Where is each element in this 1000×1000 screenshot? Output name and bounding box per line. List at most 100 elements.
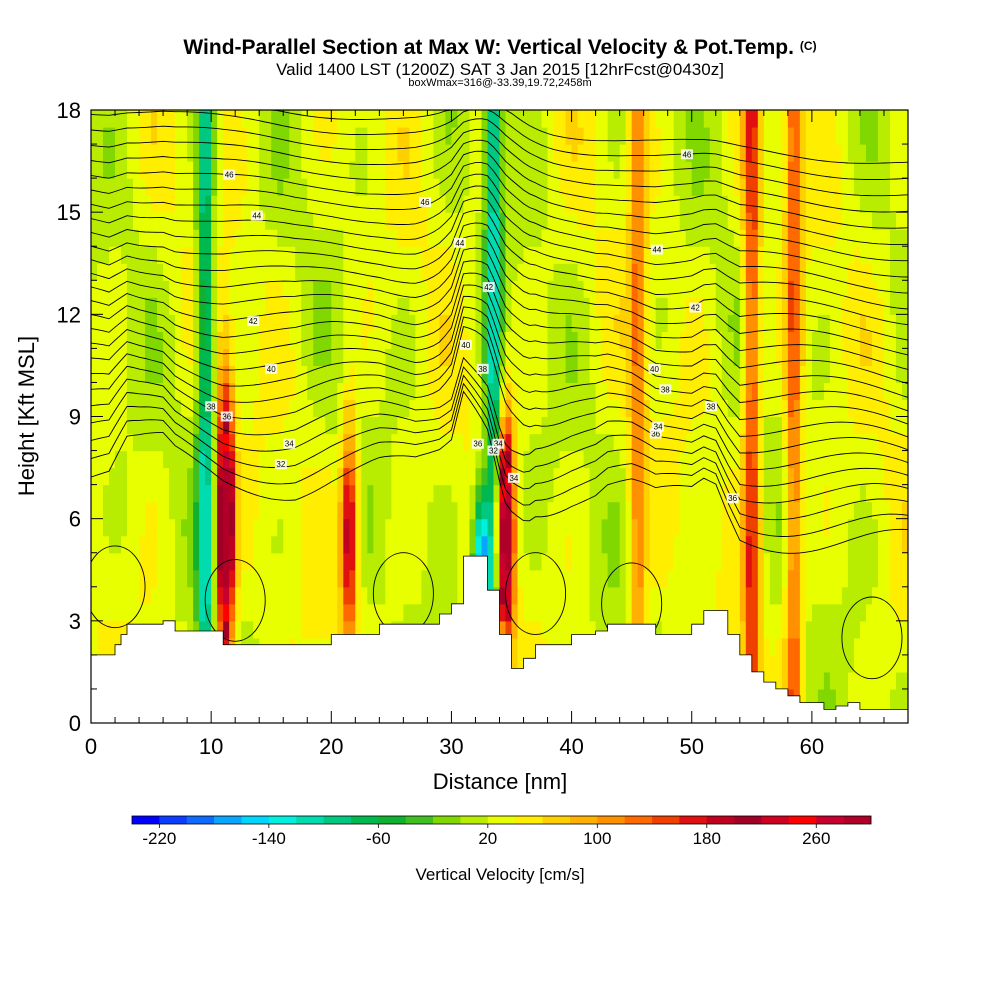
- field-cell: [895, 365, 903, 384]
- field-cell: [847, 654, 855, 673]
- field-cell: [523, 263, 531, 281]
- field-cell: [403, 348, 410, 367]
- field-cell: [139, 603, 146, 622]
- field-cell: [667, 280, 675, 298]
- field-cell: [877, 586, 885, 605]
- field-cell: [697, 501, 705, 520]
- field-cell: [763, 110, 771, 128]
- field-cell: [727, 433, 735, 452]
- field-cell: [409, 314, 416, 332]
- field-cell: [613, 229, 621, 247]
- field-cell: [187, 382, 194, 401]
- field-cell: [223, 263, 230, 281]
- field-cell: [601, 348, 609, 367]
- field-cell: [217, 365, 224, 384]
- field-cell: [193, 382, 200, 401]
- field-cell: [577, 314, 585, 332]
- field-cell: [475, 382, 483, 401]
- field-cell: [367, 620, 374, 639]
- field-cell: [769, 501, 777, 520]
- field-cell: [781, 280, 789, 298]
- field-cell: [409, 212, 416, 230]
- field-cell: [577, 416, 585, 435]
- field-cell: [799, 314, 807, 332]
- field-cell: [763, 365, 771, 384]
- field-cell: [901, 195, 908, 213]
- field-cell: [799, 399, 807, 418]
- field-cell: [841, 365, 849, 384]
- field-cell: [319, 552, 326, 571]
- field-cell: [775, 229, 783, 247]
- field-cell: [901, 416, 908, 435]
- field-cell: [301, 246, 308, 264]
- field-cell: [805, 569, 813, 588]
- field-cell: [817, 331, 825, 349]
- field-cell: [739, 331, 747, 349]
- field-cell: [259, 144, 266, 162]
- field-cell: [667, 501, 675, 520]
- field-cell: [373, 382, 380, 401]
- field-cell: [151, 518, 158, 537]
- field-cell: [433, 331, 441, 349]
- field-cell: [193, 127, 200, 145]
- field-cell: [193, 229, 200, 247]
- field-cell: [589, 127, 597, 145]
- field-cell: [511, 110, 519, 128]
- field-cell: [853, 178, 861, 196]
- field-cell: [481, 297, 489, 315]
- field-cell: [511, 144, 519, 162]
- field-cell: [673, 552, 681, 571]
- field-cell: [421, 450, 429, 469]
- field-cell: [775, 314, 783, 332]
- field-cell: [679, 212, 687, 230]
- field-cell: [175, 518, 182, 537]
- field-cell: [757, 654, 765, 673]
- field-cell: [877, 399, 885, 418]
- field-cell: [769, 348, 777, 367]
- field-cell: [571, 246, 579, 264]
- field-cell: [817, 297, 825, 315]
- field-cell: [271, 450, 278, 469]
- field-cell: [445, 297, 453, 315]
- field-cell: [199, 603, 206, 622]
- field-cell: [559, 212, 567, 230]
- isentrope-label: 38: [704, 401, 717, 412]
- field-cell: [373, 569, 380, 588]
- field-cell: [811, 484, 819, 503]
- field-cell: [385, 195, 392, 213]
- field-cell: [187, 144, 194, 162]
- field-cell: [547, 518, 555, 537]
- field-cell: [385, 178, 392, 196]
- field-cell: [445, 501, 453, 520]
- field-cell: [643, 603, 651, 622]
- field-cell: [589, 501, 597, 520]
- field-cell: [709, 433, 717, 452]
- field-cell: [97, 450, 104, 469]
- field-cell: [739, 501, 747, 520]
- field-cell: [445, 382, 453, 401]
- field-cell: [601, 467, 609, 486]
- field-cell: [265, 144, 272, 162]
- field-cell: [649, 535, 657, 554]
- field-cell: [325, 603, 332, 622]
- field-cell: [229, 382, 236, 401]
- field-cell: [331, 603, 338, 622]
- field-cell: [559, 518, 567, 537]
- field-cell: [427, 110, 435, 128]
- field-cell: [763, 263, 771, 281]
- field-cell: [835, 416, 843, 435]
- field-cell: [781, 637, 789, 656]
- field-cell: [463, 365, 471, 384]
- field-cell: [601, 314, 609, 332]
- field-cell: [307, 382, 314, 401]
- isentrope-label-bg: [476, 363, 489, 374]
- field-cell: [271, 161, 278, 179]
- field-cell: [133, 365, 140, 384]
- field-cell: [163, 195, 170, 213]
- field-cell: [151, 348, 158, 367]
- field-cell: [421, 280, 429, 298]
- field-cell: [649, 110, 657, 128]
- field-cell: [325, 467, 332, 486]
- field-cell: [361, 484, 368, 503]
- field-cell: [889, 688, 897, 707]
